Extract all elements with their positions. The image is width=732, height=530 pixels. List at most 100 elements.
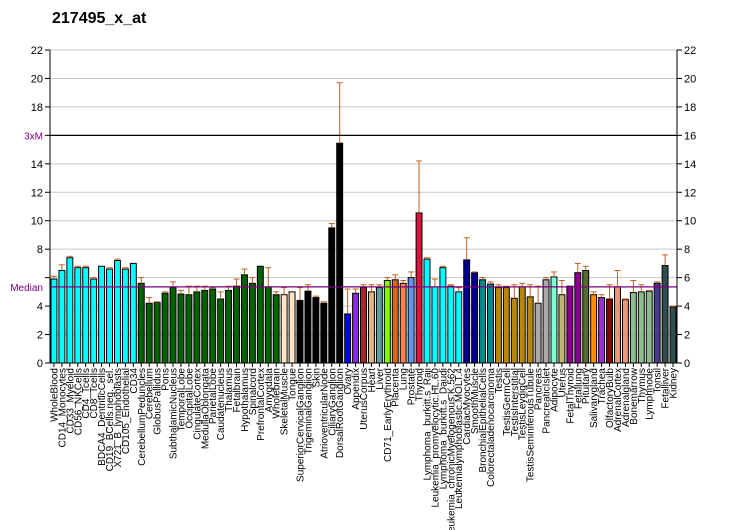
bar [225, 289, 233, 364]
x-tick-label: Hypothalamus [240, 368, 251, 432]
bar [161, 292, 169, 364]
x-tick-label: Tonsil [653, 368, 664, 394]
x-tick-label: ParietalLobe [208, 368, 219, 425]
bar [320, 302, 328, 364]
bar [518, 286, 526, 364]
x-tick-label: Lymphoma_burkitt.s_Daudi [438, 368, 449, 489]
bar [58, 270, 66, 364]
x-tick-label: Adipocyte [549, 368, 560, 412]
bar [66, 257, 74, 364]
x-tick-label: CD56_NKCells [73, 368, 84, 435]
bar [423, 258, 431, 364]
reference-line-label: Median [10, 283, 43, 294]
x-tick-label: Trachea [597, 368, 608, 405]
x-tick-label: Bonemarrow [629, 367, 640, 424]
x-tick-label: SkeletalMuscle [280, 368, 291, 436]
x-tick-label: Skin [311, 368, 322, 387]
x-tick-label: Thymus [637, 368, 648, 404]
x-tick-label: Salivarygland [589, 368, 600, 428]
bar [487, 283, 494, 364]
x-tick-label: Caudatenucleus [216, 368, 227, 440]
x-tick-label: Amygdala [264, 368, 275, 413]
bar [240, 274, 248, 364]
x-tick-label: OccipitalLobe [184, 368, 195, 429]
x-tick-label: X721_B_lymphoblasts [113, 368, 124, 468]
bar [113, 260, 121, 364]
bar [256, 265, 264, 364]
bar [121, 268, 129, 364]
bar [566, 285, 574, 364]
x-tick-label: Liver [375, 367, 386, 389]
x-tick-label: BronchialEpithelialCells [478, 368, 489, 473]
y-tick-label-left: 2 [37, 330, 43, 342]
x-tick-label: Kidney [669, 368, 680, 399]
x-tick-label: Fetallung [573, 368, 584, 409]
bar [645, 290, 653, 364]
bar [574, 272, 582, 364]
bar [455, 291, 463, 364]
bar [375, 287, 383, 364]
x-tick-label: SuperiorCervicalGanglion [296, 368, 307, 482]
x-tick-label: Adrenalgland [621, 368, 632, 427]
x-tick-label: Colorectaladenocarcinoma [486, 368, 497, 487]
bar [629, 292, 637, 364]
x-tick-label: Placenta [391, 368, 402, 407]
bar [550, 276, 558, 364]
y-tick-label-right: 2 [684, 330, 690, 342]
bar [177, 293, 185, 364]
x-tick-label: Tongue [288, 368, 299, 401]
bar [598, 297, 606, 364]
bar [415, 212, 423, 364]
y-tick-label-left: 0 [37, 358, 43, 370]
bar [185, 294, 193, 364]
x-tick-label: TemporalLobe [176, 368, 187, 432]
bar [201, 289, 209, 364]
x-tick-label: CD19_BCells.neg._sel. [105, 368, 116, 471]
bar [288, 291, 296, 364]
bar [304, 290, 312, 364]
bar [169, 287, 177, 364]
x-tick-label: AtrioventricularNode [319, 368, 330, 459]
bar [502, 287, 510, 364]
bar [193, 291, 201, 364]
y-tick-label-left: 14 [31, 159, 43, 171]
x-tick-label: Uterus [557, 368, 568, 397]
x-tick-label: Lymphnode [645, 368, 656, 420]
bar [209, 288, 217, 364]
x-tick-label: TestisGermCell [502, 368, 513, 436]
bar [391, 279, 399, 364]
x-tick-label: Leukemia_chronicMyelogenous.K.562 [446, 368, 457, 530]
bar [383, 279, 391, 364]
bar [439, 267, 447, 364]
x-tick-label: SubthalamicNucleus [169, 368, 180, 459]
x-tick-label: SmoothMuscle [470, 368, 481, 435]
bar [510, 297, 518, 364]
bar [129, 262, 137, 364]
bar [280, 294, 288, 364]
bar [344, 313, 352, 364]
bar [463, 259, 471, 364]
x-tick-label: Thyroid [415, 368, 426, 401]
y-tick-label-right: 12 [684, 187, 696, 199]
y-tick-label-right: 18 [684, 102, 696, 114]
x-tick-label: AdrenalCortex [613, 368, 624, 432]
x-tick-label: CD71_EarlyErythroid [383, 368, 394, 462]
x-tick-label: CD34 [129, 368, 140, 394]
bar [526, 296, 534, 364]
x-tick-label: Ovary [343, 368, 354, 395]
bar [661, 265, 669, 364]
bar [90, 278, 98, 364]
x-tick-label: Prostate [407, 368, 418, 406]
bar [621, 299, 629, 364]
x-tick-label: OlfactoryBulb [605, 368, 616, 428]
x-tick-label: WholeBlood [49, 368, 60, 422]
x-tick-label: Pituitary [581, 368, 592, 404]
bar [336, 142, 344, 364]
x-tick-label: TestisInterstitial [510, 368, 521, 436]
reference-line-label: 3xM [24, 131, 43, 142]
bar [637, 291, 645, 364]
bar [534, 302, 542, 364]
x-tick-label: CD33_Myeloid [65, 368, 76, 434]
bar [542, 279, 550, 364]
